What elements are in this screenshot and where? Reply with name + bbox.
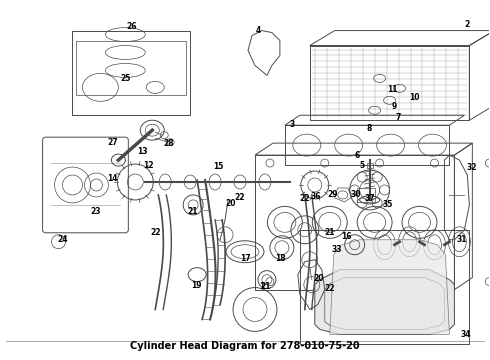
Text: 29: 29 [327, 190, 338, 199]
Text: 11: 11 [387, 85, 398, 94]
Text: 3: 3 [289, 120, 294, 129]
Text: 35: 35 [382, 201, 393, 210]
Text: 20: 20 [226, 199, 236, 208]
Bar [367, 163, 372, 168]
Text: 33: 33 [332, 245, 342, 254]
Text: 27: 27 [107, 138, 118, 147]
Text: 22: 22 [299, 194, 310, 203]
Text: 30: 30 [350, 190, 361, 199]
Text: 32: 32 [466, 163, 477, 172]
Text: 36: 36 [311, 193, 321, 202]
Text: 23: 23 [90, 207, 100, 216]
Text: 22: 22 [235, 193, 245, 202]
Text: 21: 21 [261, 282, 271, 291]
Text: 25: 25 [120, 74, 130, 83]
Text: Cylinder Head Diagram for 278-010-75-20: Cylinder Head Diagram for 278-010-75-20 [130, 341, 360, 351]
Text: 24: 24 [57, 235, 68, 244]
Text: 18: 18 [275, 254, 286, 263]
Bar [357, 188, 375, 202]
Text: 21: 21 [187, 207, 197, 216]
Text: 22: 22 [150, 228, 161, 237]
Text: 8: 8 [367, 124, 372, 133]
Text: 21: 21 [324, 228, 335, 237]
Text: 34: 34 [460, 330, 470, 339]
Bar [300, 230, 469, 345]
Text: 16: 16 [342, 232, 352, 241]
Text: 22: 22 [324, 284, 335, 293]
Text: 4: 4 [255, 26, 261, 35]
Text: 1: 1 [259, 282, 265, 291]
Text: 26: 26 [126, 22, 137, 31]
Text: 7: 7 [396, 113, 401, 122]
Text: 19: 19 [191, 281, 201, 290]
Bar [73, 31, 190, 115]
Bar [76, 41, 186, 95]
Text: 10: 10 [409, 93, 420, 102]
Text: 9: 9 [392, 102, 397, 111]
Text: 17: 17 [240, 254, 250, 263]
Text: 6: 6 [354, 150, 359, 159]
Polygon shape [315, 270, 454, 334]
Text: 15: 15 [213, 162, 223, 171]
Text: 28: 28 [163, 139, 173, 148]
Text: 12: 12 [143, 161, 153, 170]
Text: 14: 14 [107, 174, 118, 183]
Text: 2: 2 [465, 20, 470, 29]
Polygon shape [330, 240, 449, 334]
Text: 20: 20 [314, 274, 324, 283]
Text: 37: 37 [365, 194, 375, 203]
Text: 31: 31 [456, 235, 466, 244]
Text: 5: 5 [359, 161, 364, 170]
Text: 13: 13 [137, 147, 147, 156]
